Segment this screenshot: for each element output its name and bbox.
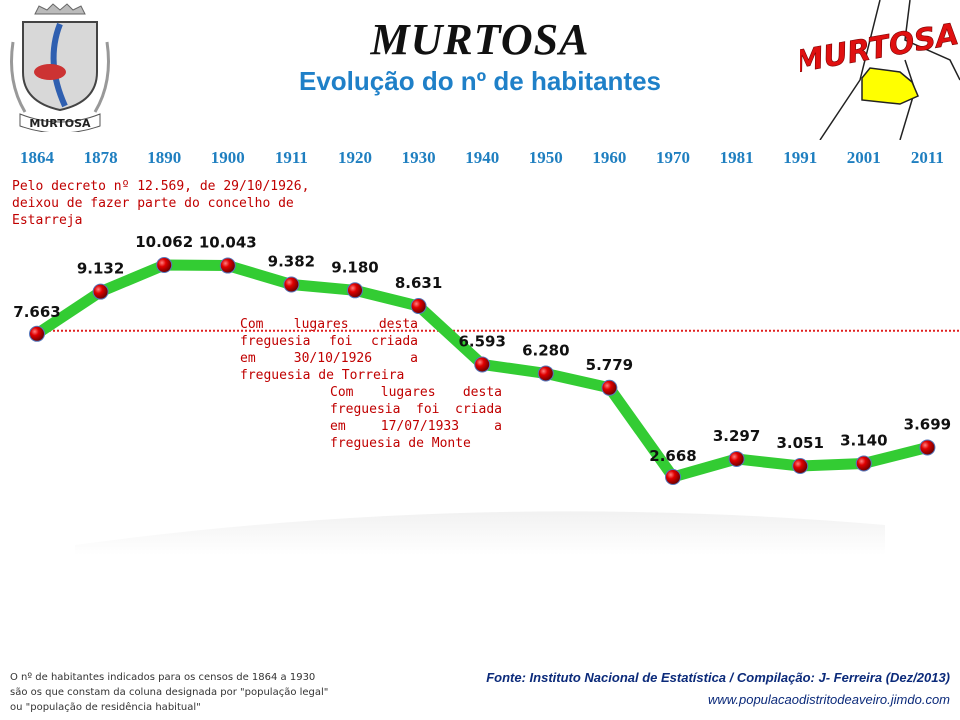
data-point [219, 257, 236, 274]
year-label: 1890 [147, 148, 182, 167]
data-label: 9.132 [77, 260, 124, 278]
data-point [410, 298, 427, 315]
data-point [919, 439, 936, 456]
data-point [283, 276, 300, 293]
year-label: 1950 [528, 148, 563, 167]
source-credit: Fonte: Instituto Nacional de Estatística… [486, 670, 950, 685]
year-label: 1981 [719, 148, 754, 167]
data-point [92, 283, 109, 300]
data-label: 9.382 [268, 253, 315, 271]
data-point [792, 458, 809, 475]
data-label: 3.051 [776, 434, 823, 452]
year-label: 2011 [910, 148, 944, 167]
data-point [156, 257, 173, 274]
year-label: 2001 [846, 148, 881, 167]
data-point [347, 282, 363, 299]
year-label: 1911 [274, 148, 308, 167]
annotation-torreira: Com lugares desta freguesia foi criada e… [240, 316, 418, 384]
annotation-monte: Com lugares desta freguesia foi criada e… [330, 385, 502, 451]
year-label: 1864 [20, 148, 54, 167]
year-label: 1930 [401, 148, 436, 167]
data-point [665, 469, 681, 485]
data-point [537, 365, 554, 382]
year-label: 1960 [592, 148, 627, 167]
data-label: 6.593 [458, 332, 505, 350]
data-label: 3.297 [713, 427, 760, 445]
data-label: 3.140 [840, 431, 887, 449]
svg-text:MURTOSA: MURTOSA [29, 117, 91, 130]
annotation-decree: Pelo decreto nº 12.569, de 29/10/1926, d… [12, 179, 310, 228]
data-label: 3.699 [904, 415, 951, 433]
website-link[interactable]: www.populacaodistritodeaveiro.jimdo.com [707, 692, 950, 707]
population-line-chart: 7.663 9.132 10.062 10.043 9.382 9.180 8.631 6.5… [13, 233, 960, 555]
coat-of-arms-logo: MURTOSA [10, 3, 110, 132]
location-map: MURTOSA [800, 0, 960, 140]
data-point [601, 379, 618, 396]
data-label: 8.631 [395, 274, 442, 292]
footnote: O nº de habitantes indicados para os cen… [10, 672, 329, 713]
data-label: 6.280 [522, 341, 569, 359]
page-title: MURTOSA [370, 15, 590, 64]
year-label: 1878 [83, 148, 118, 167]
year-label: 1940 [465, 148, 500, 167]
chart-subtitle: Evolução do nº de habitantes [299, 66, 661, 96]
year-label: 1970 [656, 148, 690, 167]
data-label: 9.180 [331, 258, 378, 276]
data-label: 2.668 [649, 447, 696, 465]
data-point [474, 356, 491, 373]
data-label: 10.062 [135, 233, 193, 251]
year-label: 1991 [783, 148, 818, 167]
data-label: 5.779 [586, 356, 633, 374]
data-point [855, 455, 872, 472]
data-point [29, 325, 45, 342]
data-label: 7.663 [13, 303, 60, 321]
data-point [728, 450, 745, 467]
year-label: 1920 [338, 148, 372, 167]
year-label: 1900 [210, 148, 245, 167]
data-label: 10.043 [199, 234, 257, 252]
